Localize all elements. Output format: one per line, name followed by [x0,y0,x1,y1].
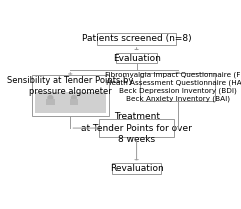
FancyBboxPatch shape [70,99,78,105]
FancyBboxPatch shape [32,75,108,116]
FancyBboxPatch shape [97,33,176,45]
Text: Sensibility at Tender Points by
pressure algometer: Sensibility at Tender Points by pressure… [7,76,134,96]
FancyBboxPatch shape [116,53,157,63]
FancyBboxPatch shape [35,92,106,113]
Text: Fibromyalgia Impact Questionnaire (FIQ)
Heath Assessment Questionnaire (HAQ)
Bec: Fibromyalgia Impact Questionnaire (FIQ) … [105,72,241,102]
Text: Evaluation: Evaluation [113,54,161,62]
FancyBboxPatch shape [140,73,215,101]
Text: Revaluation: Revaluation [110,164,163,173]
Circle shape [71,96,76,100]
FancyBboxPatch shape [99,119,174,137]
Circle shape [48,96,53,100]
FancyBboxPatch shape [112,163,161,173]
Text: Patients screened (n=8): Patients screened (n=8) [82,34,191,43]
Text: Treatment
at Tender Points for over
8 weeks: Treatment at Tender Points for over 8 we… [81,112,192,144]
FancyBboxPatch shape [46,99,55,105]
